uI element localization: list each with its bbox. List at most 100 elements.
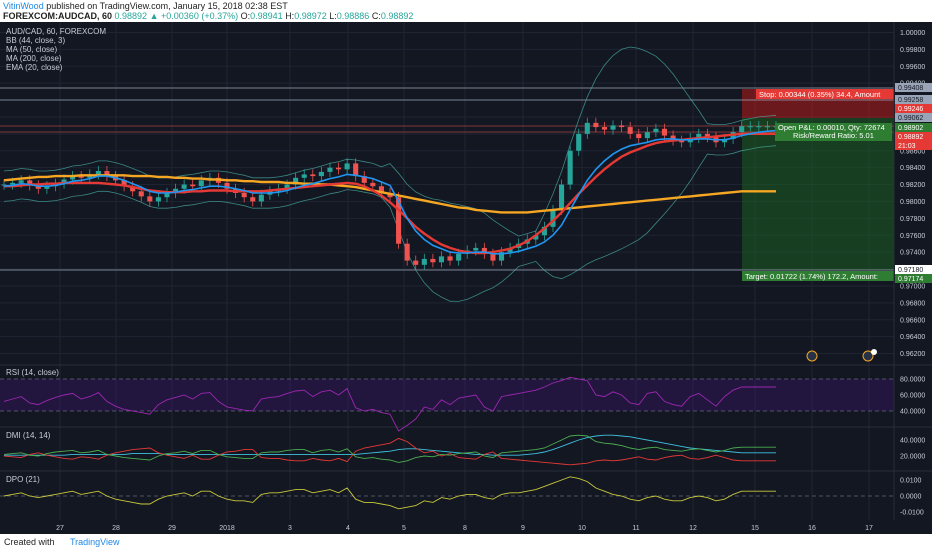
candle-19 [164,193,170,198]
price-tag-bg-7 [895,141,932,150]
bb-lower [3,145,777,302]
rsi-path [3,376,776,432]
candle-18 [155,197,161,202]
price-tag-bg-8 [895,265,932,274]
stop-label[interactable]: Stop: 0.00344 (0.35%) 34.4, Amount [759,90,881,99]
rsi-tick-0: 80.0000 [900,377,925,384]
author-link[interactable]: VitinWood [3,1,44,11]
close-value: 0.98892 [380,11,414,21]
time-tick-2: 29 [168,525,176,532]
rsi-label[interactable]: RSI (14, close) [6,368,59,377]
price-tick-15: 0.97000 [900,283,925,290]
low-label: L: [329,11,337,21]
last-price: 0.98892 [114,11,148,21]
candle-26 [224,182,230,189]
target-label[interactable]: Target: 0.01722 (1.74%) 172.2, Amount: [745,272,878,281]
candle-63 [541,226,547,236]
legend-ema20[interactable]: EMA (20, close) [6,63,63,72]
legend-bb[interactable]: BB (44, close, 3) [6,36,65,45]
candle-37 [318,171,324,177]
candle-87 [747,126,753,128]
dpo-label[interactable]: DPO (21) [6,475,40,484]
candle-35 [301,174,307,178]
publish-info: published on TradingView.com, January 15… [46,1,288,11]
dpo-tick-1: 0.0000 [900,494,922,501]
header-bar: VitinWood published on TradingView.com, … [0,0,932,22]
bb-upper [3,46,777,237]
price-tag-bg-2 [895,95,932,104]
tradingview-logo-link[interactable]: TradingView [70,537,120,547]
candle-11 [95,171,101,175]
candle-1 [10,182,16,185]
candle-57 [490,253,496,261]
price-tick-12: 0.97600 [900,233,925,240]
chart-svg[interactable]: Stop: 0.00344 (0.35%) 34.4, Amount Open … [0,22,932,534]
legend-ma50[interactable]: MA (50, close) [6,45,57,54]
time-tick-7: 8 [463,525,467,532]
high-value: 0.98972 [294,11,327,21]
price-tick-7: 0.98600 [900,148,925,155]
time-tick-14: 17 [865,525,873,532]
rsi-tick-2: 40.0000 [900,409,925,416]
candle-4 [35,185,41,189]
ma200-line [3,174,776,214]
price-tag-bg-9 [895,274,932,283]
target-zone [742,118,894,270]
close-label: C: [371,11,381,21]
dmi-label[interactable]: DMI (14, 14) [6,431,51,440]
dmi-plus-line [3,434,776,463]
price-change: +0.00360 (+0.37%) [161,11,239,21]
price-tick-0: 1.00000 [900,30,925,37]
price-tag-bg-4 [895,113,932,122]
chart-area[interactable]: Stop: 0.00344 (0.35%) 34.4, Amount Open … [0,22,932,534]
price-tick-19: 0.96200 [900,351,925,358]
candle-52 [447,256,453,261]
candle-2 [18,180,24,183]
time-axis[interactable]: 27 28 29 2018 3 4 5 8 9 10 11 12 15 16 17 [56,525,873,532]
candle-3 [27,180,33,186]
candle-47 [404,243,410,261]
dpo-tick-0: 0.0100 [900,478,922,485]
candle-36 [310,174,316,177]
ema20-line [3,129,777,255]
candle-9 [78,176,84,178]
open-value: 0.98941 [250,11,283,21]
legend-ma200[interactable]: MA (200, close) [6,54,62,63]
time-tick-11: 12 [689,525,697,532]
event-flag-icon-1[interactable] [806,350,818,362]
time-tick-10: 11 [632,525,639,532]
candle-33 [284,184,290,189]
time-tick-0: 27 [56,525,64,532]
ohlc-line: FOREXCOM:AUDCAD, 60 0.98892 ▲ +0.00360 (… [3,11,413,21]
price-tag-4: 0.99062 [898,115,923,122]
adx-line [4,434,776,456]
candle-72 [619,125,625,128]
price-tags: 0.99408 0.99258 0.99246 0.99062 0.98902 … [895,83,932,283]
candle-59 [507,247,513,253]
candle-62 [533,235,539,240]
price-tag-5: 0.98902 [898,125,923,132]
candle-16 [138,191,144,197]
dmi-lines [3,434,776,466]
candle-66 [567,150,573,185]
candle-68 [584,122,590,134]
candle-21 [181,184,187,189]
candle-29 [250,197,256,202]
footer-bar: Created with TradingView [0,534,932,550]
legend-title: AUD/CAD, 60, FOREXCOM [6,27,106,36]
candle-74 [636,133,642,139]
candle-41 [353,163,359,177]
risk-reward-label[interactable]: Risk/Reward Ratio: 5.01 [793,131,874,140]
candle-55 [473,247,479,251]
price-tag-8: 0.97180 [898,267,923,274]
candle-49 [421,258,427,265]
pnl-label[interactable]: Open P&L: 0.00010, Qty: 72674 [778,123,885,132]
candle-40 [344,163,350,170]
candle-5 [44,186,50,189]
target-label-bg [742,271,894,281]
candle-39 [335,167,342,170]
candle-88 [756,126,762,128]
event-flag-icon-2[interactable] [862,350,874,362]
created-with-label: Created with [4,537,55,547]
price-tick-13: 0.97400 [900,250,925,257]
